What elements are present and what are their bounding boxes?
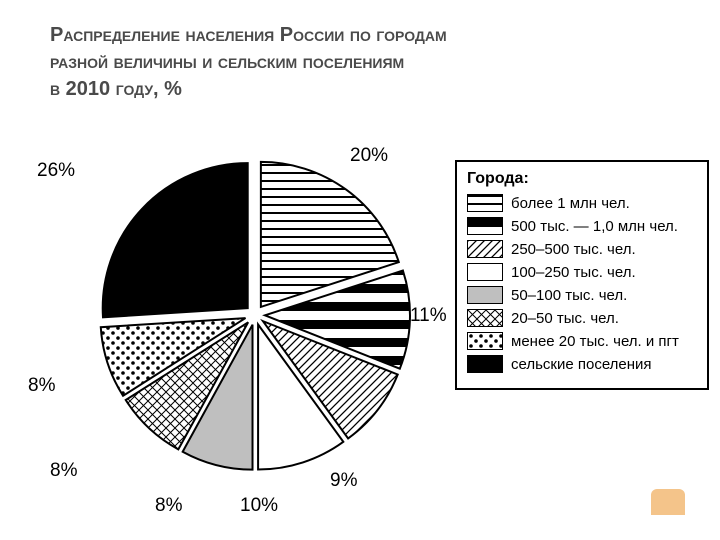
- pie-chart: 20%11%9%10%8%8%8%26%: [40, 140, 440, 500]
- label-100-250k: 10%: [240, 495, 278, 517]
- legend-row-20-50k: 20–50 тыс. чел.: [467, 309, 697, 327]
- label-20-50k: 8%: [50, 460, 77, 482]
- swatch-rural: [467, 355, 503, 373]
- swatch-250-500k: [467, 240, 503, 258]
- pie-svg: [40, 140, 470, 510]
- label-more-1m: 20%: [350, 145, 388, 167]
- label-50-100k: 8%: [155, 495, 182, 517]
- legend-row-more-1m: более 1 млн чел.: [467, 194, 697, 212]
- swatch-500k-1m: [467, 217, 503, 235]
- swatch-50-100k: [467, 286, 503, 304]
- label-under-20k: 8%: [28, 375, 55, 397]
- legend-label-100-250k: 100–250 тыс. чел.: [511, 264, 636, 281]
- legend: Города: более 1 млн чел. 500 тыс. — 1,0 м…: [455, 160, 709, 390]
- title-line-2: разной величины и сельским поселениям: [50, 51, 404, 73]
- legend-label-rural: сельские поселения: [511, 356, 652, 373]
- label-500k-1m: 11%: [410, 305, 447, 327]
- legend-label-20-50k: 20–50 тыс. чел.: [511, 310, 619, 327]
- legend-title: Города:: [467, 170, 697, 188]
- legend-label-50-100k: 50–100 тыс. чел.: [511, 287, 627, 304]
- legend-row-500k-1m: 500 тыс. — 1,0 млн чел.: [467, 217, 697, 235]
- label-250-500k: 9%: [330, 470, 357, 492]
- corner-badge: [651, 489, 685, 515]
- swatch-20-50k: [467, 309, 503, 327]
- swatch-under-20k: [467, 332, 503, 350]
- legend-label-under-20k: менее 20 тыс. чел. и пгт: [511, 333, 679, 350]
- title-line-3: в 2010 году, %: [50, 78, 182, 100]
- swatch-100-250k: [467, 263, 503, 281]
- legend-label-500k-1m: 500 тыс. — 1,0 млн чел.: [511, 218, 678, 235]
- slice-rural: [103, 163, 248, 317]
- legend-row-under-20k: менее 20 тыс. чел. и пгт: [467, 332, 697, 350]
- label-rural: 26%: [37, 160, 75, 182]
- legend-row-rural: сельские поселения: [467, 355, 697, 373]
- page-title: Распределение населения России по города…: [50, 22, 670, 103]
- swatch-more-1m: [467, 194, 503, 212]
- legend-row-250-500k: 250–500 тыс. чел.: [467, 240, 697, 258]
- legend-label-250-500k: 250–500 тыс. чел.: [511, 241, 636, 258]
- legend-row-50-100k: 50–100 тыс. чел.: [467, 286, 697, 304]
- title-line-1: Распределение населения России по города…: [50, 24, 447, 46]
- legend-row-100-250k: 100–250 тыс. чел.: [467, 263, 697, 281]
- legend-label-more-1m: более 1 млн чел.: [511, 195, 630, 212]
